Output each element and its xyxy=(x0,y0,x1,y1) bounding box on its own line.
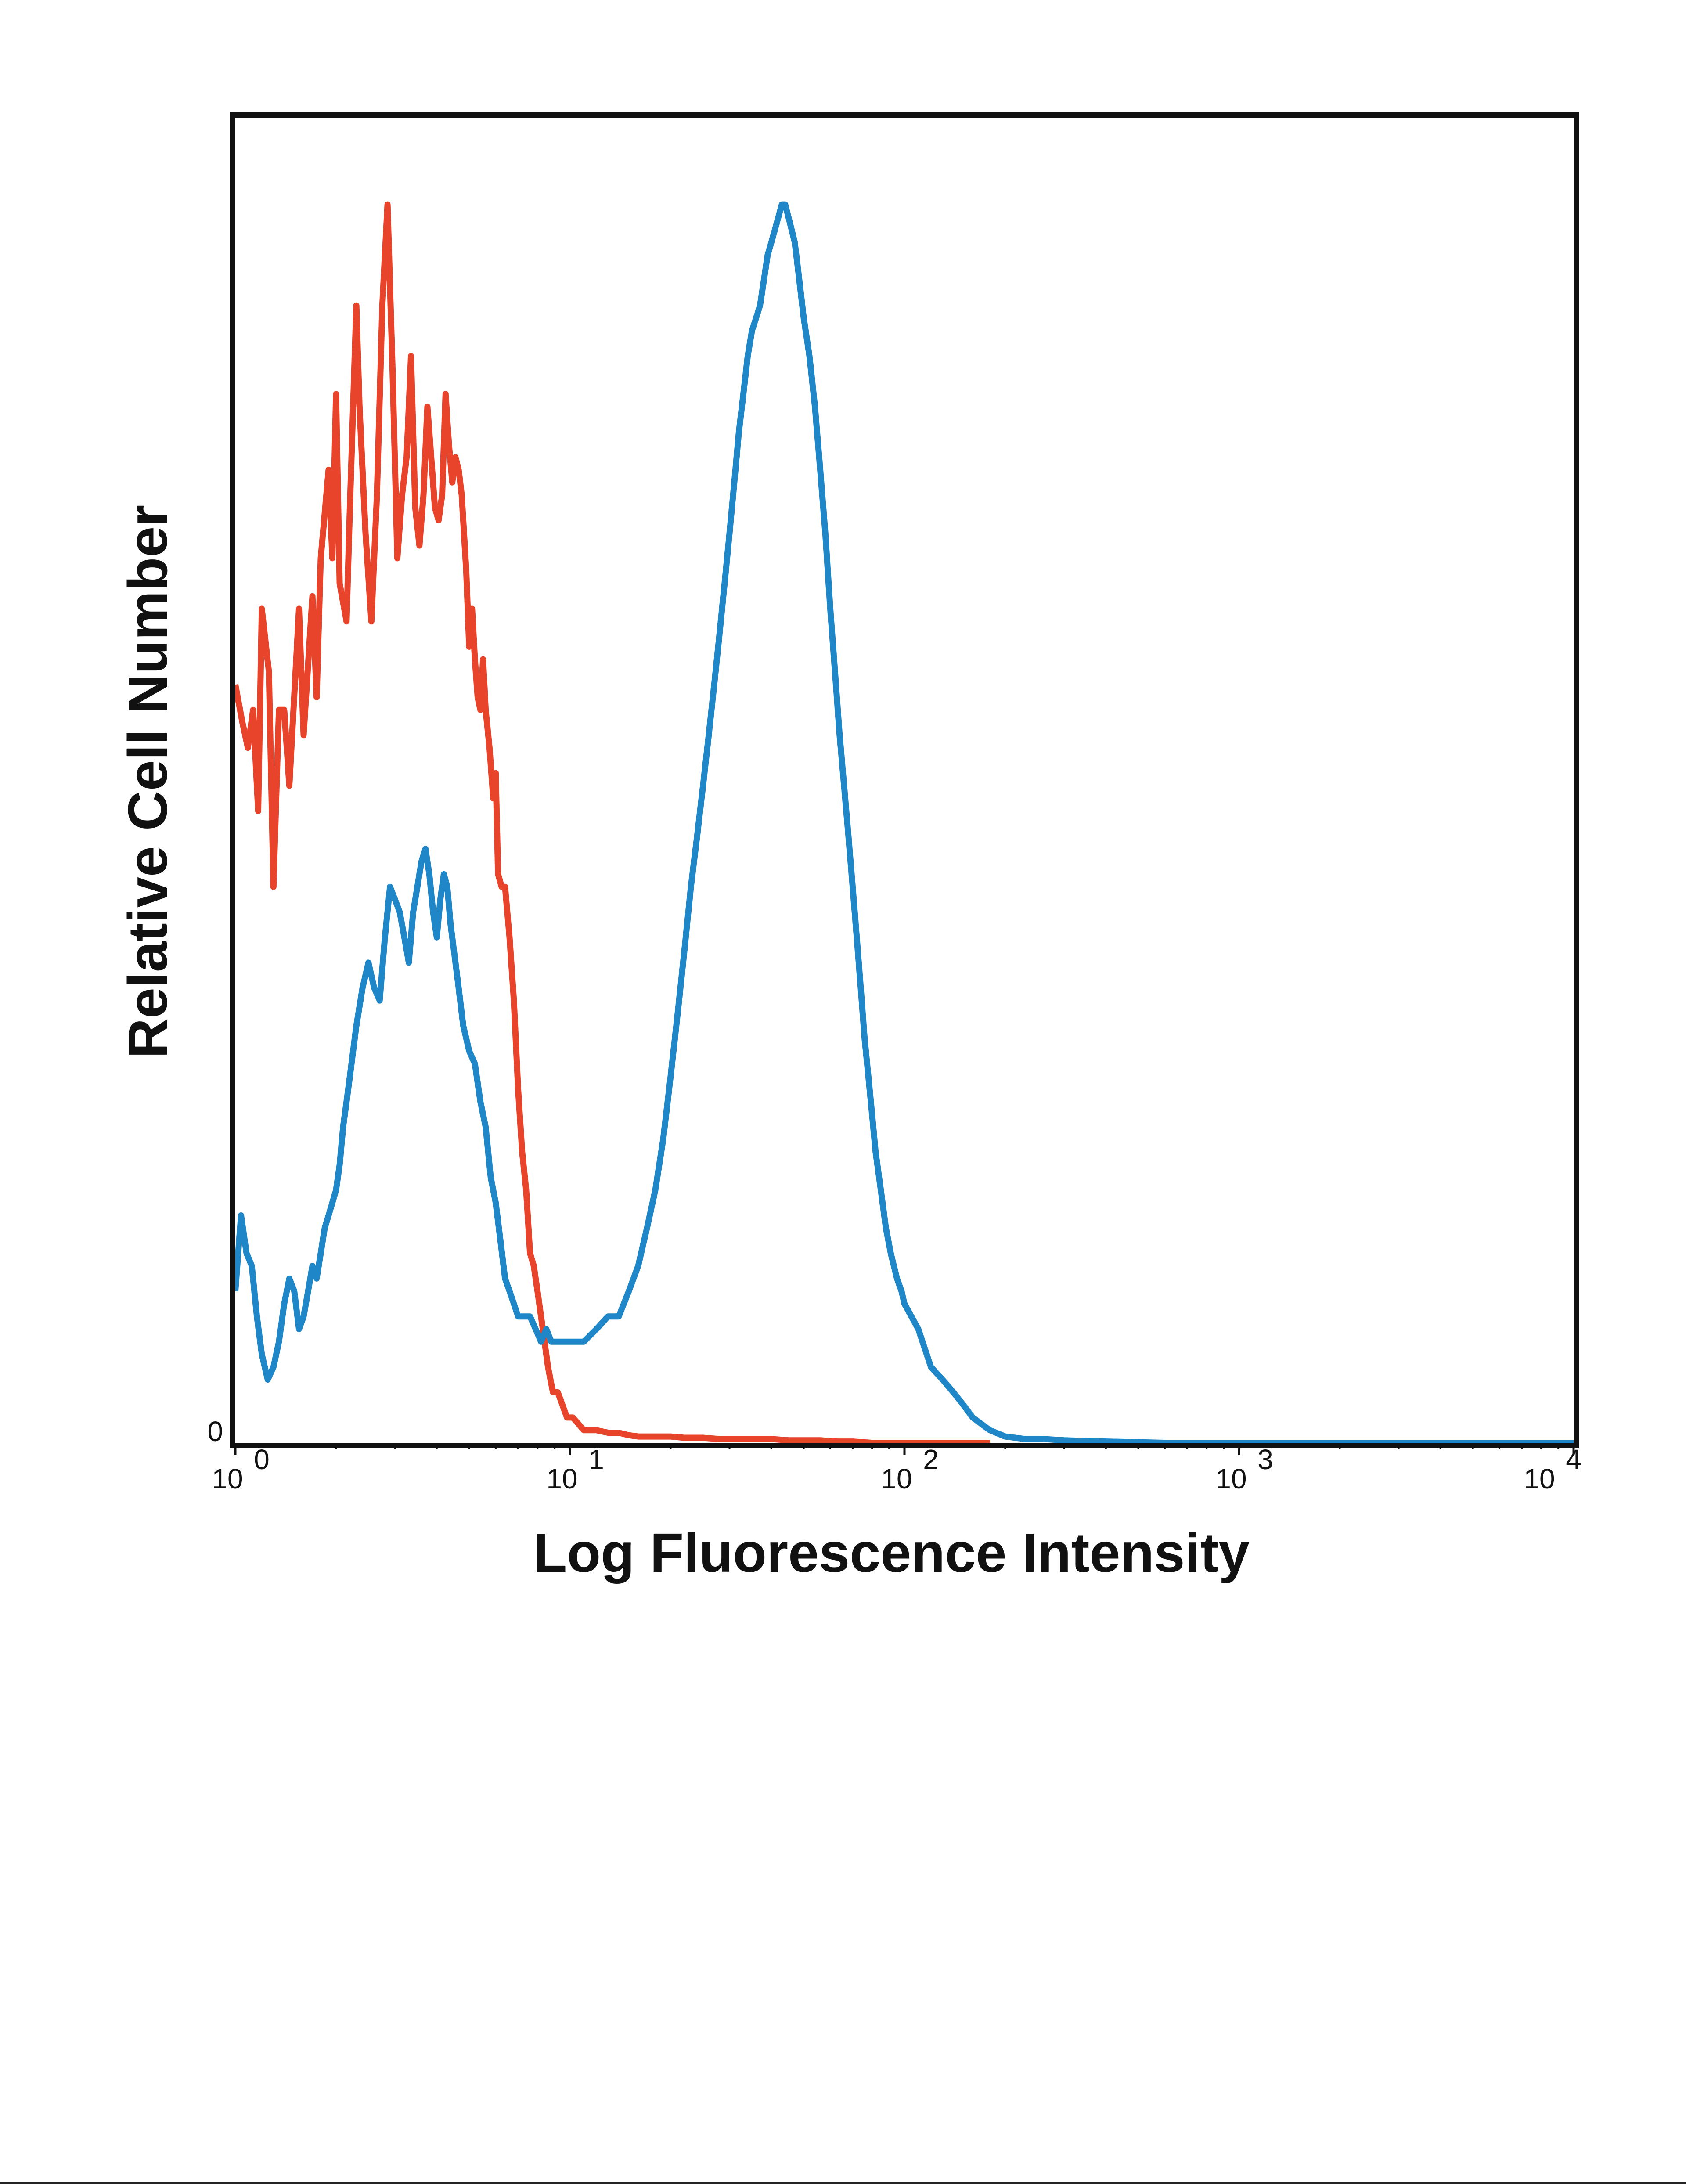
x-tick-label-exponent: 4 xyxy=(1566,1444,1582,1475)
x-tick-label-base: 10 xyxy=(1524,1463,1555,1495)
x-tick-label-exponent: 2 xyxy=(923,1444,939,1475)
histogram-series-1 xyxy=(232,201,990,1446)
histogram-series-2 xyxy=(232,201,1574,1446)
x-axis-title: Log Fluorescence Intensity xyxy=(533,1522,1249,1584)
y-axis-title: Relative Cell Number xyxy=(117,505,179,1058)
series-layer xyxy=(232,201,1574,1446)
x-tick-label-exponent: 0 xyxy=(254,1444,270,1475)
x-tick-label-base: 10 xyxy=(1215,1463,1246,1495)
x-tick-label-exponent: 1 xyxy=(588,1444,604,1475)
x-axis-ticks: 10 0 10 1 10 2 10 3 10 4 xyxy=(212,1443,1582,1495)
x-tick-label-exponent: 3 xyxy=(1257,1444,1273,1475)
bottom-border-line xyxy=(0,2182,1686,2184)
x-tick-label-base: 10 xyxy=(881,1463,912,1495)
y-axis-ticks: 0 xyxy=(207,1416,223,1447)
x-tick-label-base: 10 xyxy=(546,1463,577,1495)
x-tick-label-base: 10 xyxy=(212,1463,243,1495)
y-tick-label: 0 xyxy=(207,1416,223,1447)
